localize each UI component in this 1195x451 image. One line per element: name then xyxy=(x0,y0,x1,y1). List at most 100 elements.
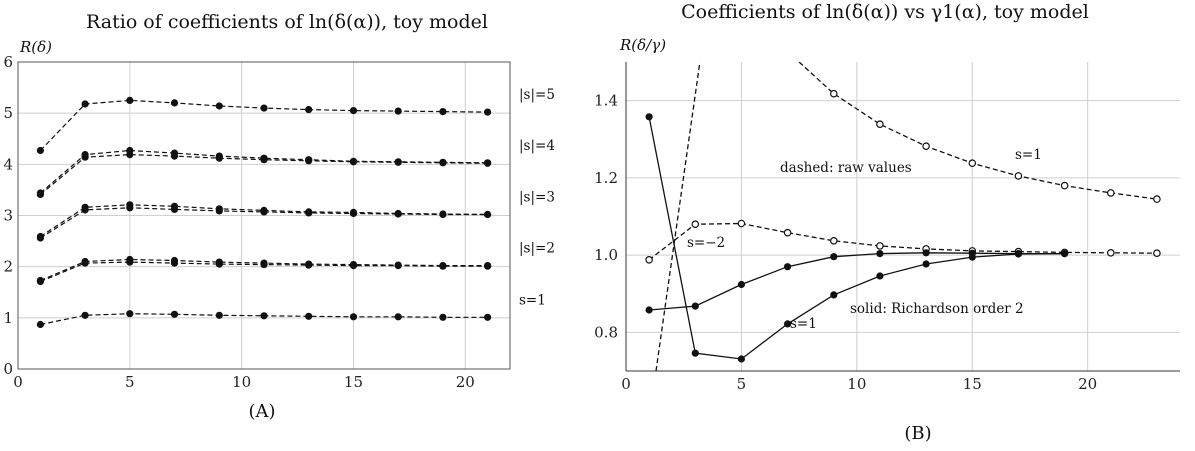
panel-b-point xyxy=(922,260,930,268)
panel-a-point xyxy=(215,260,223,268)
panel-b-xtick-label: 20 xyxy=(1078,375,1097,393)
annotation-dashed-raw: dashed: raw values xyxy=(780,160,912,176)
panel-b-point xyxy=(1107,189,1115,197)
panel-b: Coefficients of ln(δ(α)) vs γ1(α), toy m… xyxy=(594,1,1180,444)
panel-a-point xyxy=(170,99,179,107)
panel-a-line-unlabeled-2 xyxy=(40,153,488,195)
panel-a-point xyxy=(349,107,358,115)
panel-b-title: Coefficients of ln(δ(α)) vs γ1(α), toy m… xyxy=(681,1,1089,23)
panel-a-point xyxy=(260,156,268,164)
panel-b-series xyxy=(645,62,1161,371)
panel-b-caption: (B) xyxy=(904,423,931,444)
annotation-s1-solid: s=1 xyxy=(790,316,817,332)
panel-a-point xyxy=(215,207,223,215)
panel-a-point xyxy=(126,96,134,104)
panel-a-point xyxy=(260,104,268,112)
annotation-solid-richardson: solid: Richardson order 2 xyxy=(850,301,1024,317)
panel-a-point xyxy=(36,190,45,199)
panel-b-ytick-label: 1.4 xyxy=(594,92,618,110)
panel-a-ylabel: R(δ) xyxy=(19,38,52,56)
panel-a-point xyxy=(81,100,89,108)
panel-a-point xyxy=(170,259,179,267)
panel-a-series-label-s-5: |s|=5 xyxy=(519,87,555,103)
panel-b-xtick-label: 15 xyxy=(963,375,982,393)
panel-b-point xyxy=(691,349,699,357)
panel-b-point xyxy=(691,220,700,229)
panel-a-point xyxy=(36,146,45,155)
panel-a-point xyxy=(305,261,313,269)
panel-b-point xyxy=(645,113,653,121)
panel-a-xtick-label: 20 xyxy=(456,373,475,391)
panel-a-series-label-s-3: |s|=3 xyxy=(519,189,555,205)
panel-a-series-label-s-4: |s|=4 xyxy=(519,138,555,154)
panel-a-point xyxy=(81,153,89,161)
panel-a-point xyxy=(36,320,45,329)
panel-a-point xyxy=(215,154,223,162)
panel-b-line-dashed-unlabeled-2 xyxy=(655,62,701,371)
panel-b-xtick-label: 5 xyxy=(737,375,747,393)
panel-a-ytick-label: 6 xyxy=(3,53,13,71)
panel-b-point xyxy=(1107,249,1115,257)
annotation-s1-dashed: s=1 xyxy=(1015,147,1042,163)
panel-b-point xyxy=(1153,249,1161,258)
panel-b-point xyxy=(645,306,653,314)
panel-a-point xyxy=(260,312,268,320)
panel-a-point xyxy=(260,208,268,216)
panel-b-grid xyxy=(626,62,1180,371)
panel-b-ticks: 0 5 10 15 20 0.8 1.0 1.2 1.4 xyxy=(594,92,1097,393)
panel-b-point xyxy=(783,228,792,237)
panel-b-line-solid-s-1 xyxy=(648,116,1065,360)
panel-b-point xyxy=(829,237,838,245)
panel-a-line-unlabeled-4 xyxy=(40,207,488,239)
panel-b-point xyxy=(784,263,792,271)
panel-b-line-dashed-s-1 xyxy=(798,62,1157,200)
panel-b-ytick-label: 1.2 xyxy=(594,169,618,187)
panel-a-ticks: 0 5 10 15 20 0 1 2 3 4 5 6 xyxy=(3,53,474,391)
panel-b-point xyxy=(876,272,884,280)
panel-a-xtick-label: 0 xyxy=(13,373,23,391)
panel-a-xtick-label: 5 xyxy=(125,373,135,391)
panel-b-point xyxy=(737,280,746,289)
panel-a-point xyxy=(439,210,447,219)
panel-b-point xyxy=(645,255,653,264)
panel-b-point xyxy=(1061,250,1069,258)
panel-b-point xyxy=(830,291,838,299)
panel-b-point xyxy=(737,355,746,363)
panel-a-ytick-label: 1 xyxy=(3,309,13,327)
panel-a-point xyxy=(484,210,492,219)
panel-a-point xyxy=(36,277,45,286)
panel-b-ytick-label: 1.0 xyxy=(594,246,618,264)
panel-a-point xyxy=(349,262,358,270)
annotation-s-minus2: s=−2 xyxy=(687,235,725,251)
panel-a-point xyxy=(394,107,402,115)
panel-b-point xyxy=(876,250,884,258)
panel-a-point xyxy=(394,158,402,166)
panel-a-xtick-label: 15 xyxy=(344,373,363,391)
panel-a-point xyxy=(349,209,358,218)
panel-a-point xyxy=(349,313,358,321)
panel-a-point xyxy=(484,262,492,270)
panel-b-xtick-label: 0 xyxy=(621,375,631,393)
panel-a-point xyxy=(36,234,45,242)
panel-a-series: |s|=5 |s|=4 |s|=3 |s|=2 s=1 xyxy=(36,87,555,329)
panel-b-point xyxy=(737,219,746,228)
panel-a-point xyxy=(81,259,89,267)
panel-b-point xyxy=(968,253,976,261)
panel-b-point xyxy=(784,320,792,328)
panel-b-line-solid-unlabeled-3 xyxy=(649,252,1065,311)
panel-a-series-label-s-2: |s|=2 xyxy=(519,241,555,257)
panel-a-point xyxy=(439,313,447,321)
panel-b-point xyxy=(968,159,977,168)
panel-a-point xyxy=(484,159,492,167)
panel-a-point xyxy=(484,313,492,321)
panel-b-point xyxy=(830,253,838,261)
panel-a-point xyxy=(439,159,447,167)
panel-a-point xyxy=(126,204,134,212)
panel-b-point xyxy=(691,302,699,310)
panel-a-point xyxy=(170,205,179,213)
panel-a-ytick-label: 5 xyxy=(3,104,13,122)
panel-a-point xyxy=(349,158,358,166)
panel-a-point xyxy=(394,313,402,321)
panel-a-ytick-label: 0 xyxy=(3,360,13,378)
